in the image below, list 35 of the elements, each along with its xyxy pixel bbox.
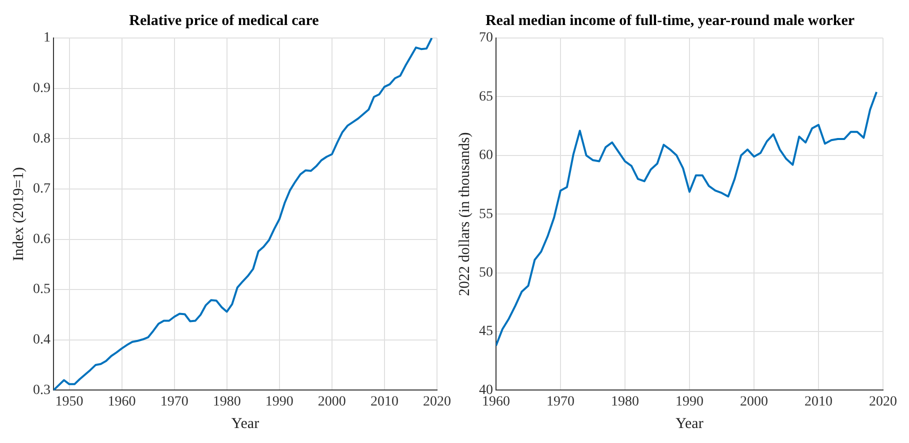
y-tick-label: 55	[479, 206, 493, 222]
x-tick-label: 1980	[212, 394, 241, 410]
x-tick-label: 2010	[370, 394, 398, 410]
x-tick-label: 1990	[676, 394, 704, 410]
x-axis-title: Year	[231, 416, 260, 432]
x-tick-label: 2020	[423, 394, 451, 410]
x-tick-label: 2000	[318, 394, 346, 410]
x-tick-label: 1970	[546, 394, 574, 410]
x-tick-label: 1980	[611, 394, 639, 410]
x-tick-label: 1950	[55, 394, 84, 410]
y-tick-label: 60	[479, 148, 493, 164]
x-tick-label: 2020	[869, 394, 897, 410]
y-tick-label: 65	[479, 89, 493, 104]
x-tick-label: 2010	[804, 394, 832, 410]
y-tick-label: 50	[479, 265, 493, 280]
y-axis-title: Index (2019=1)	[10, 167, 27, 262]
y-tick-label: 0.6	[33, 232, 50, 247]
y-tick-label: 1	[44, 30, 50, 46]
chart-title: Relative price of medical care	[129, 12, 320, 29]
x-tick-label: 1970	[160, 394, 188, 410]
y-tick-label: 0.9	[33, 80, 50, 96]
y-tick-label: 0.8	[33, 131, 50, 146]
y-axis-title: 2022 dollars (in thousands)	[456, 132, 473, 296]
x-tick-label: 2000	[740, 394, 768, 410]
y-tick-label: 0.5	[33, 282, 50, 298]
x-tick-label: 1960	[482, 394, 510, 410]
x-tick-label: 1990	[265, 394, 294, 410]
y-tick-label: 0.7	[33, 182, 50, 197]
x-tick-label: 1960	[108, 394, 136, 410]
y-tick-label: 70	[479, 30, 493, 46]
x-axis-title: Year	[676, 416, 704, 432]
y-tick-label: 0.4	[33, 332, 50, 348]
y-tick-label: 45	[479, 324, 493, 340]
chart-title: Real median income of full-time, year-round male worker	[485, 12, 855, 29]
y-tick-label: 0.3	[33, 382, 50, 398]
